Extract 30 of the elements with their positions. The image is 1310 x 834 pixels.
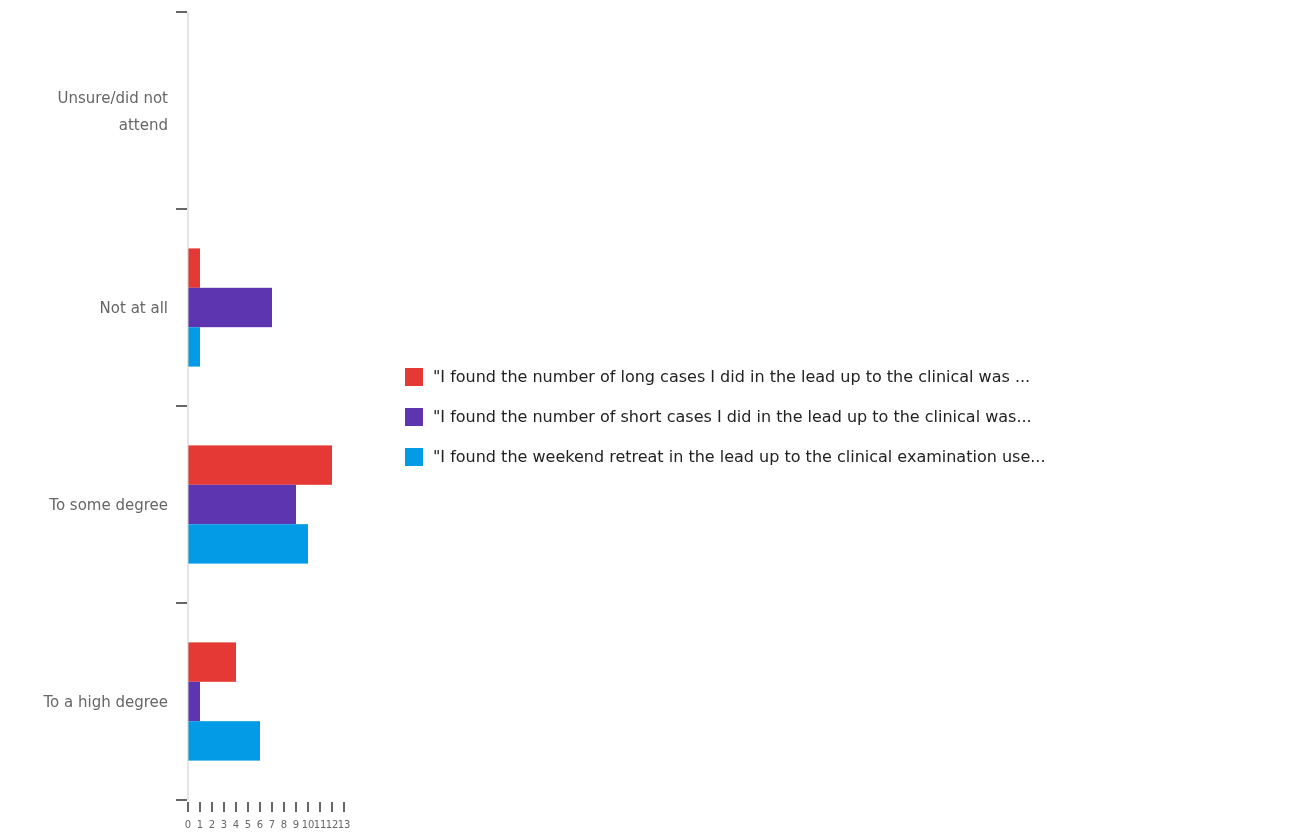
y-tick-label: To a high degree xyxy=(42,692,168,710)
bar xyxy=(188,484,296,525)
x-tick-label: 2 xyxy=(208,819,216,830)
bar xyxy=(188,248,200,288)
bar xyxy=(188,327,200,367)
x-tick-label: 7 xyxy=(268,819,276,830)
bar xyxy=(188,681,200,722)
bar xyxy=(188,642,236,682)
x-tick-label: 4 xyxy=(232,819,240,830)
x-tick-label: 10 xyxy=(301,819,315,830)
x-tick-label: 9 xyxy=(292,819,300,830)
x-tick-label: 0 xyxy=(184,819,192,830)
x-tick-label: 12 xyxy=(325,819,339,830)
x-tick-label: 8 xyxy=(280,819,288,830)
bar xyxy=(188,524,308,564)
x-tick-label: 5 xyxy=(244,819,252,830)
legend-label: "I found the number of short cases I did in the lead up to the clinical was... xyxy=(433,406,1032,426)
y-tick-label: Not at all xyxy=(99,298,168,316)
legend-label: "I found the number of long cases I did in the lead up to the clinical was ... xyxy=(433,366,1031,386)
x-tick-label: 3 xyxy=(220,819,228,830)
y-tick-label: To some degree xyxy=(48,495,168,513)
x-tick-label: 1 xyxy=(196,819,204,830)
x-tick-label: 13 xyxy=(337,819,351,830)
bar xyxy=(188,721,260,761)
legend-label: "I found the weekend retreat in the lead up to the clinical examination use... xyxy=(433,446,1046,466)
x-tick-label: 6 xyxy=(256,819,264,830)
bar xyxy=(188,445,332,485)
y-tick-label: Unsure/did not attend xyxy=(57,88,169,133)
bar xyxy=(188,287,272,328)
x-tick-label: 11 xyxy=(313,819,327,830)
